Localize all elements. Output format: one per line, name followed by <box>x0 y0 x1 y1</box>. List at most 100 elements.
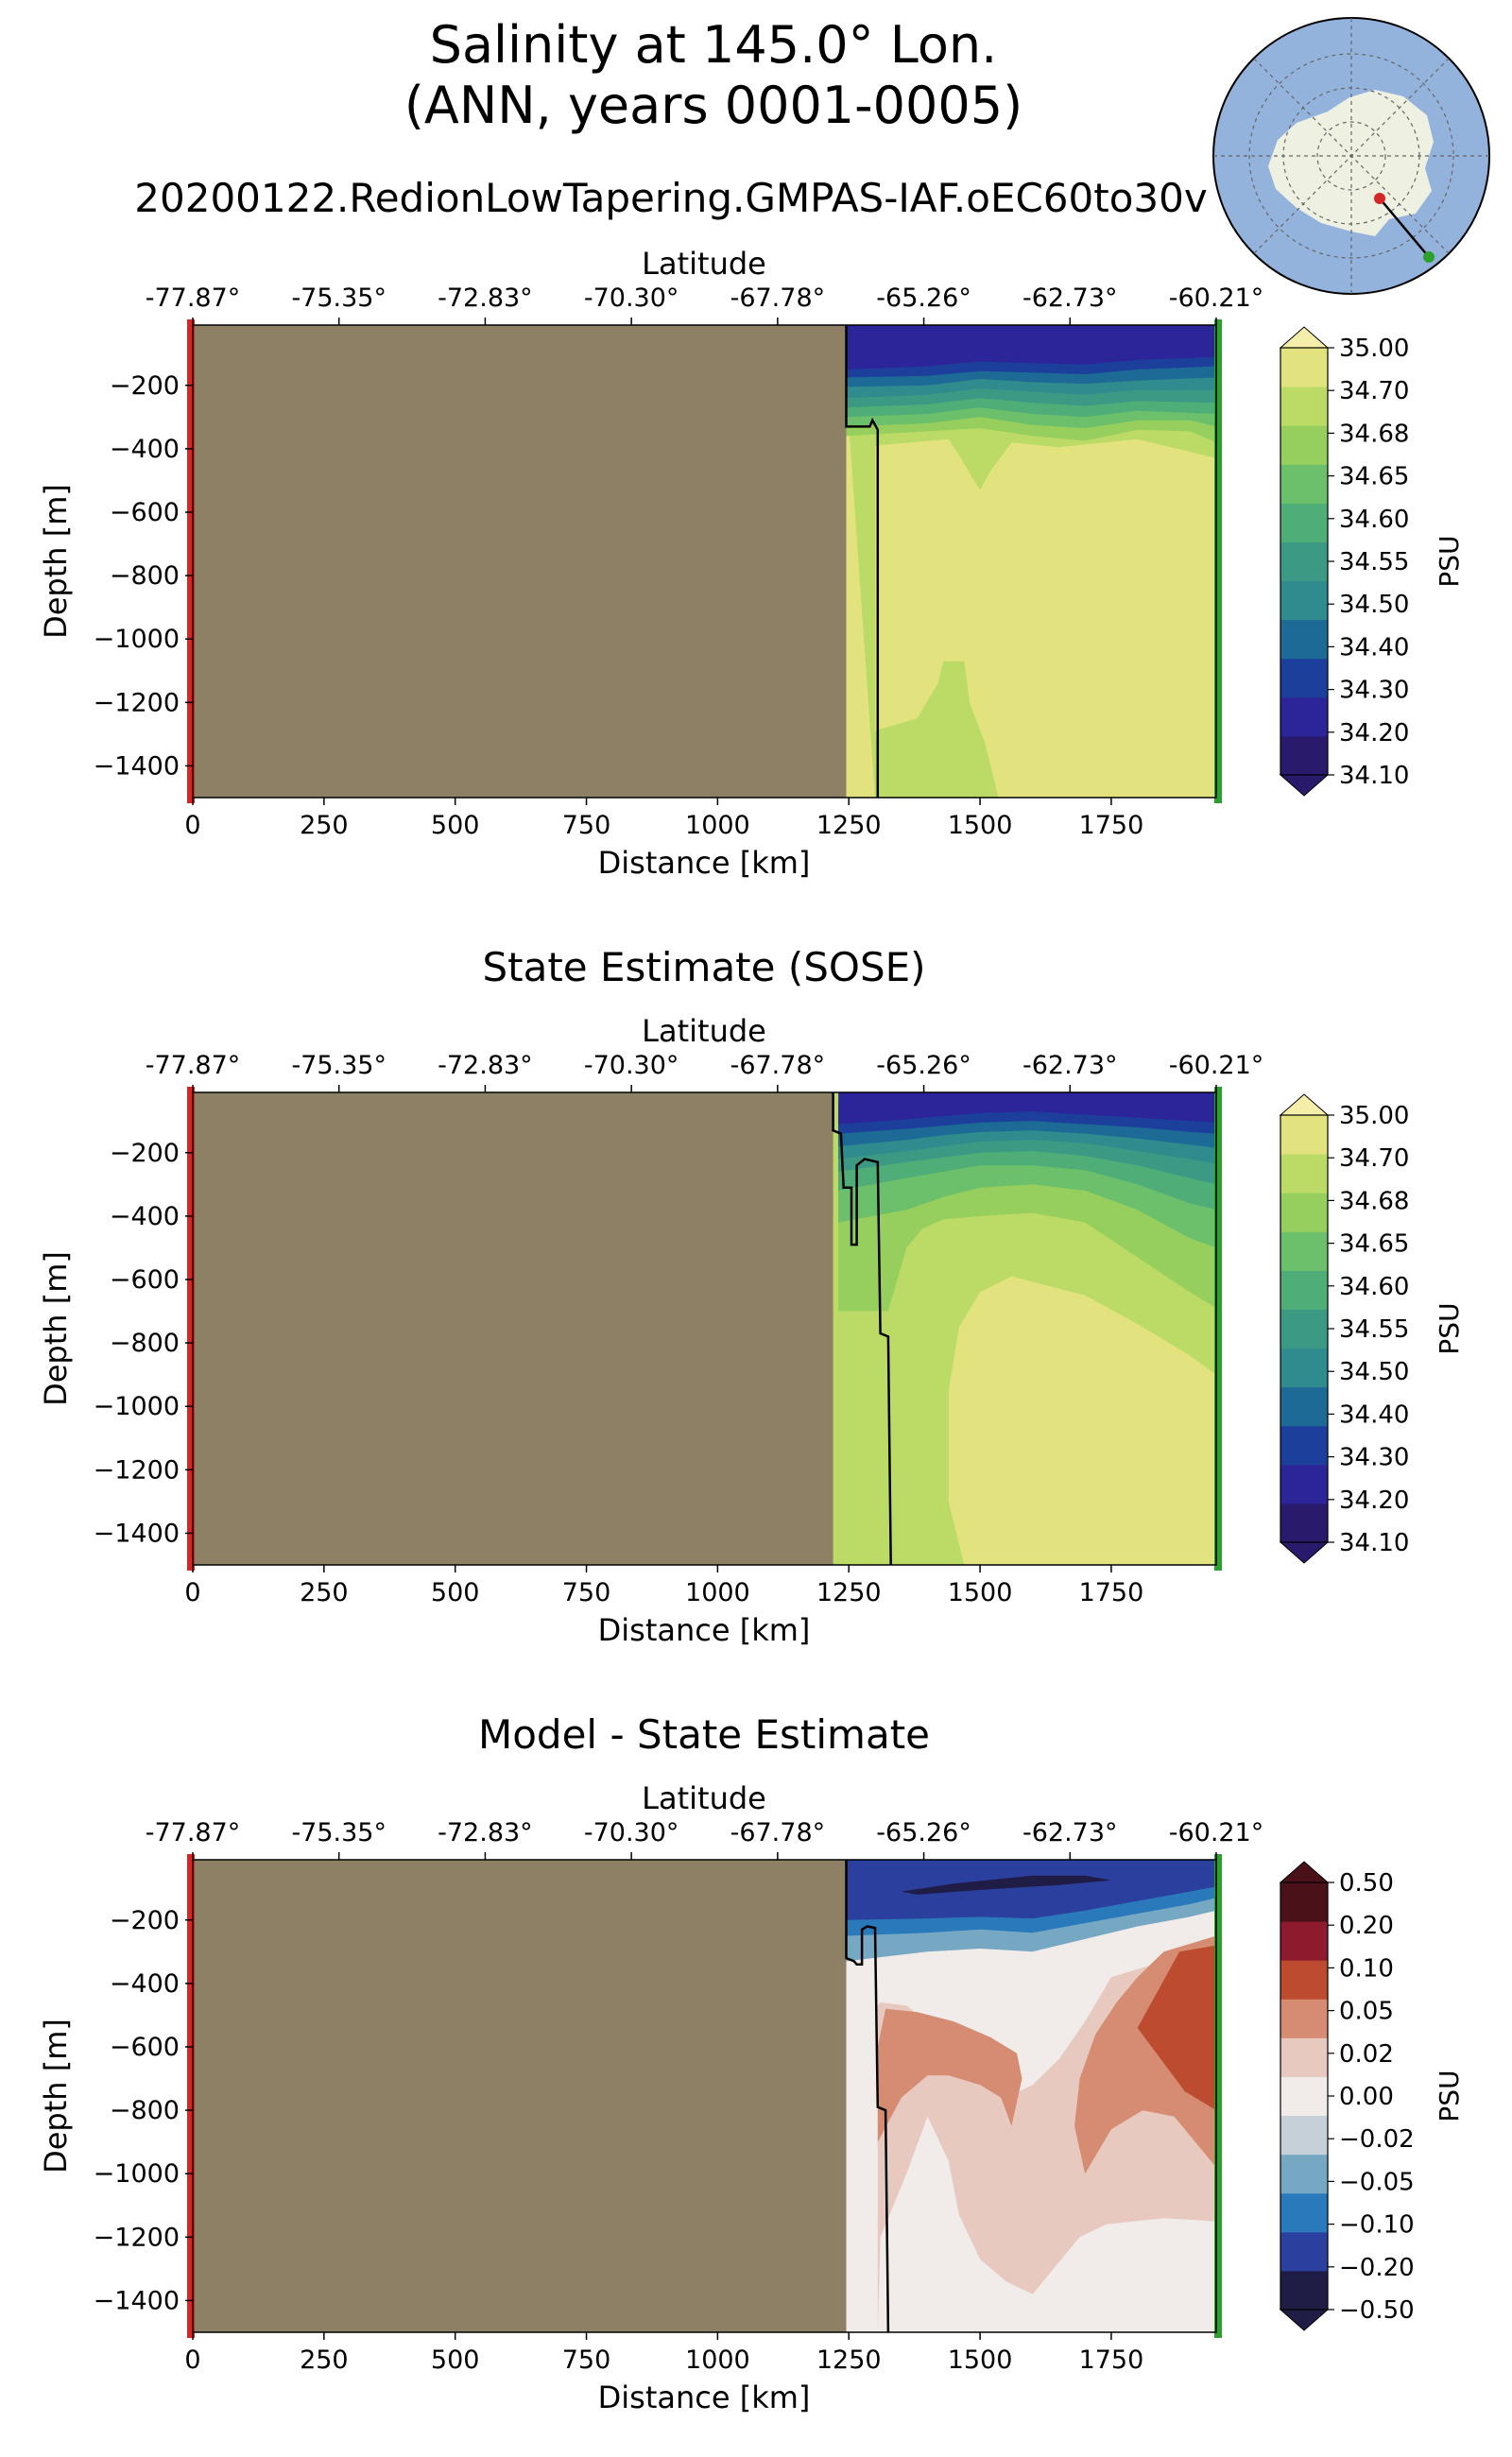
figure-title-line1: Salinity at 145.0° Lon. <box>430 15 998 75</box>
x-tick-label: 500 <box>431 2345 480 2375</box>
latitude-tick-label: -60.21° <box>1169 284 1264 313</box>
latitude-tick-label: -75.35° <box>291 284 387 313</box>
transect-end-marker <box>1423 251 1435 263</box>
panel-title: Model - State Estimate <box>478 1711 930 1758</box>
colorbar-tick-label: 34.10 <box>1339 762 1409 790</box>
colorbar-tick-label: 34.70 <box>1339 1144 1409 1173</box>
colorbar-tick-label: 0.00 <box>1339 2083 1394 2111</box>
x-axis-label: Distance [km] <box>598 1612 811 1648</box>
latitude-tick-label: -67.78° <box>730 1051 826 1080</box>
y-tick-label: −600 <box>110 2033 180 2062</box>
colorbar-swatch <box>1280 1154 1328 1194</box>
x-tick-label: 750 <box>562 2345 611 2375</box>
colorbar-swatch <box>1280 1960 1328 2000</box>
y-tick-label: −200 <box>110 1139 180 1168</box>
colorbar-swatch <box>1280 2154 1328 2194</box>
colorbar-tick-label: 35.00 <box>1339 1102 1409 1130</box>
x-tick-label: 250 <box>300 811 349 840</box>
y-tick-label: −200 <box>110 1906 180 1935</box>
latitude-tick-label: -77.87° <box>146 284 241 313</box>
y-tick-label: −600 <box>110 1265 180 1295</box>
latitude-tick-label: -62.73° <box>1022 1051 1118 1080</box>
y-tick-label: −1200 <box>94 688 180 717</box>
colorbar-swatch <box>1280 2076 1328 2117</box>
colorbar-tick-label: 0.10 <box>1339 1954 1394 1983</box>
colorbar-swatch <box>1280 1115 1328 1155</box>
latitude-tick-label: -65.26° <box>876 1818 971 1847</box>
y-tick-label: −1200 <box>94 2223 180 2252</box>
colorbar-tick-label: −0.05 <box>1339 2168 1415 2196</box>
latitude-tick-label: -70.30° <box>584 284 679 313</box>
sose-salinity-panel: State Estimate (SOSE) Latitude 0 250 500 750 1… <box>38 944 1465 1648</box>
colorbar-tick-label: 34.40 <box>1339 1400 1409 1429</box>
colorbar-tick-label: 34.65 <box>1339 1230 1409 1259</box>
colorbar-swatch <box>1280 1503 1328 1543</box>
latitude-tick-label: -77.87° <box>146 1051 241 1080</box>
axes-frame <box>192 324 1217 799</box>
x-tick-label: 1250 <box>816 1578 882 1607</box>
colorbar-tick-label: 35.00 <box>1339 335 1409 363</box>
latitude-tick-label: -65.26° <box>876 284 971 313</box>
colorbar-tick-label: 34.60 <box>1339 1273 1409 1301</box>
latitude-tick-label: -72.83° <box>438 1051 533 1080</box>
colorbar-tick-label: 34.68 <box>1339 420 1409 448</box>
x-axis-label: Distance [km] <box>598 845 811 881</box>
colorbar-extend-min <box>1279 1541 1330 1564</box>
latitude-tick-label: -77.87° <box>146 1818 241 1847</box>
colorbar-swatch <box>1280 658 1328 698</box>
latitude-tick-label: -67.78° <box>730 284 826 313</box>
latitude-tick-label: -75.35° <box>291 1051 387 1080</box>
x-tick-label: 1750 <box>1079 1578 1144 1607</box>
section-end-marker <box>1214 1087 1222 1571</box>
colorbar-swatch <box>1280 2231 1328 2272</box>
colorbar-swatch <box>1280 1348 1328 1388</box>
y-tick-label: −200 <box>110 371 180 401</box>
x-tick-label: 0 <box>184 2345 200 2375</box>
colorbar-swatch <box>1280 425 1328 465</box>
colorbar-tick-label: 34.70 <box>1339 377 1409 405</box>
colorbar-swatch <box>1280 2270 1328 2311</box>
colorbar-swatch <box>1280 1999 1328 2038</box>
colorbar-swatch <box>1280 1921 1328 1961</box>
x-tick-label: 750 <box>562 1578 611 1607</box>
latitude-tick-label: -62.73° <box>1022 1818 1118 1847</box>
section-end-marker <box>1214 1854 1222 2338</box>
colorbar-tick-label: 0.02 <box>1339 2040 1394 2069</box>
contour-region <box>901 1875 1111 1895</box>
colorbar-label: PSU <box>1434 535 1465 587</box>
axes-frame <box>192 1859 1217 2333</box>
colorbar-tick-label: 34.55 <box>1339 548 1409 576</box>
y-tick-label: −1000 <box>94 625 180 654</box>
colorbar-tick-label: 34.40 <box>1339 633 1409 662</box>
x-tick-label: 1000 <box>685 1578 750 1607</box>
colorbar-tick-label: 34.50 <box>1339 1358 1409 1386</box>
difference-panel: Model - State Estimate Latitude 0 250 500 750… <box>38 1711 1465 2415</box>
colorbar-tick-label: −0.10 <box>1339 2211 1415 2240</box>
panel-title: 20200122.RedionLowTapering.GMPAS-IAF.oEC… <box>134 175 1207 221</box>
x-tick-label: 1750 <box>1079 2345 1144 2375</box>
latitude-tick-label: -60.21° <box>1169 1051 1264 1080</box>
colorbar-extend-min <box>1279 2309 1330 2331</box>
section-end-marker <box>1214 319 1222 803</box>
x-tick-label: 500 <box>431 811 480 840</box>
section-start-marker <box>187 1854 195 2338</box>
colorbar-tick-label: 0.50 <box>1339 1869 1394 1898</box>
colorbar-swatch <box>1280 1425 1328 1466</box>
colorbar-tick-label: 34.68 <box>1339 1187 1409 1215</box>
y-tick-label: −800 <box>110 1329 180 1358</box>
contour-region <box>875 661 999 798</box>
x-tick-label: 1250 <box>816 2345 882 2375</box>
land-boundary-line <box>845 1860 890 2333</box>
globe-gridlines <box>1213 18 1489 294</box>
antarctica-location-map <box>1212 17 1490 295</box>
latitude-axis-label: Latitude <box>642 1013 766 1049</box>
colorbar-tick-label: −0.02 <box>1339 2125 1415 2154</box>
colorbar-tick-label: 34.50 <box>1339 591 1409 619</box>
colorbar-swatch <box>1280 348 1328 387</box>
y-axis-label: Depth [m] <box>38 1251 74 1406</box>
colorbar-tick-label: −0.20 <box>1339 2254 1415 2282</box>
x-tick-label: 500 <box>431 1578 480 1607</box>
colorbar-swatch <box>1280 619 1328 660</box>
contour-region <box>877 2008 1022 2142</box>
